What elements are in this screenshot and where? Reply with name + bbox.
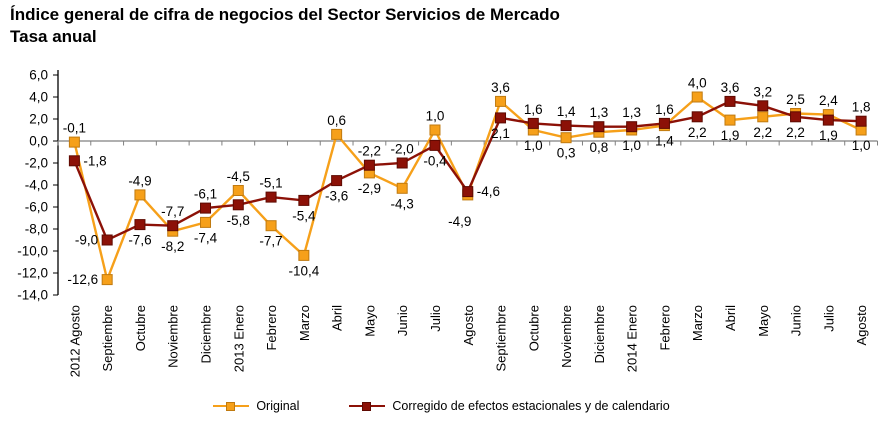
- svg-text:6,0: 6,0: [29, 68, 48, 83]
- svg-text:-12,0: -12,0: [17, 266, 48, 281]
- svg-text:1,3: 1,3: [589, 105, 608, 120]
- svg-text:-4,0: -4,0: [25, 178, 48, 193]
- svg-text:-5,8: -5,8: [227, 213, 250, 228]
- svg-text:Julio: Julio: [428, 305, 443, 332]
- svg-text:Agosto: Agosto: [461, 305, 476, 345]
- svg-text:-6,1: -6,1: [194, 187, 217, 202]
- svg-text:3,6: 3,6: [721, 80, 740, 95]
- svg-text:1,9: 1,9: [819, 128, 838, 143]
- svg-text:Julio: Julio: [821, 305, 836, 332]
- svg-text:Septiembre: Septiembre: [494, 305, 509, 371]
- svg-text:2012 Agosto: 2012 Agosto: [67, 305, 82, 377]
- chart-subtitle: Tasa anual: [10, 27, 97, 46]
- svg-text:Junio: Junio: [395, 305, 410, 336]
- svg-text:-5,4: -5,4: [292, 208, 316, 223]
- svg-text:Febrero: Febrero: [264, 305, 279, 351]
- svg-text:-14,0: -14,0: [17, 288, 48, 303]
- legend-label-original: Original: [256, 399, 300, 413]
- svg-text:0,8: 0,8: [589, 140, 608, 155]
- svg-text:-0,4: -0,4: [423, 153, 447, 168]
- svg-text:2,2: 2,2: [753, 125, 772, 140]
- svg-text:0,6: 0,6: [327, 113, 346, 128]
- svg-text:-1,8: -1,8: [83, 153, 106, 168]
- svg-text:2,4: 2,4: [819, 93, 838, 108]
- svg-text:2,1: 2,1: [491, 126, 510, 141]
- svg-text:4,0: 4,0: [29, 90, 48, 105]
- svg-text:-8,2: -8,2: [161, 239, 184, 254]
- svg-text:-2,0: -2,0: [25, 156, 48, 171]
- svg-text:4,0: 4,0: [688, 76, 707, 91]
- corregido-series-marker-icon: [349, 401, 386, 411]
- svg-text:-5,1: -5,1: [259, 176, 282, 191]
- svg-text:-3,6: -3,6: [325, 189, 348, 204]
- svg-text:0,0: 0,0: [29, 134, 48, 149]
- svg-text:-4,6: -4,6: [477, 184, 500, 199]
- svg-text:Diciembre: Diciembre: [592, 305, 607, 364]
- svg-text:1,0: 1,0: [426, 109, 445, 124]
- svg-text:Marzo: Marzo: [690, 305, 705, 341]
- svg-text:1,9: 1,9: [721, 128, 740, 143]
- svg-text:-0,1: -0,1: [63, 121, 86, 136]
- svg-text:Octubre: Octubre: [133, 305, 148, 351]
- svg-text:-4,9: -4,9: [128, 173, 151, 188]
- original-series-marker-icon: [213, 401, 250, 411]
- svg-text:-12,6: -12,6: [67, 272, 98, 287]
- svg-text:1,0: 1,0: [524, 138, 543, 153]
- svg-text:2,0: 2,0: [29, 112, 48, 127]
- svg-text:2,2: 2,2: [688, 125, 707, 140]
- svg-text:1,8: 1,8: [852, 100, 871, 115]
- svg-text:3,6: 3,6: [491, 80, 510, 95]
- svg-text:-8,0: -8,0: [25, 222, 48, 237]
- svg-text:Diciembre: Diciembre: [199, 305, 214, 364]
- svg-text:-2,0: -2,0: [391, 142, 414, 157]
- svg-text:1,6: 1,6: [655, 102, 674, 117]
- svg-text:Abril: Abril: [723, 305, 738, 331]
- svg-text:-10,4: -10,4: [288, 263, 319, 278]
- svg-text:2013 Enero: 2013 Enero: [231, 305, 246, 372]
- svg-text:Noviembre: Noviembre: [166, 305, 181, 368]
- svg-text:-7,7: -7,7: [259, 234, 282, 249]
- svg-text:Mayo: Mayo: [362, 305, 377, 337]
- svg-text:Septiembre: Septiembre: [100, 305, 115, 371]
- svg-text:1,4: 1,4: [557, 104, 576, 119]
- svg-text:-9,0: -9,0: [75, 233, 98, 248]
- svg-text:Mayo: Mayo: [756, 305, 771, 337]
- svg-text:2014 Enero: 2014 Enero: [625, 305, 640, 372]
- svg-text:Marzo: Marzo: [297, 305, 312, 341]
- svg-text:2,5: 2,5: [786, 92, 805, 107]
- svg-text:-4,5: -4,5: [227, 169, 250, 184]
- chart-title: Índice general de cifra de negocios del …: [10, 5, 560, 24]
- legend-label-corregido: Corregido de efectos estacionales y de c…: [392, 399, 670, 413]
- chart-legend: Original Corregido de efectos estacional…: [0, 399, 883, 413]
- svg-text:1,0: 1,0: [852, 138, 871, 153]
- svg-text:-2,2: -2,2: [358, 144, 381, 159]
- svg-text:2,2: 2,2: [786, 125, 805, 140]
- svg-text:-7,7: -7,7: [161, 204, 184, 219]
- svg-text:1,0: 1,0: [622, 138, 641, 153]
- svg-text:-4,9: -4,9: [448, 214, 471, 229]
- svg-text:Agosto: Agosto: [854, 305, 869, 345]
- svg-text:-7,4: -7,4: [194, 230, 218, 245]
- svg-text:-2,9: -2,9: [358, 181, 381, 196]
- svg-text:Abril: Abril: [330, 305, 345, 331]
- svg-text:Febrero: Febrero: [657, 305, 672, 351]
- svg-text:-6,0: -6,0: [25, 200, 48, 215]
- svg-text:-4,3: -4,3: [391, 196, 414, 211]
- svg-text:Noviembre: Noviembre: [559, 305, 574, 368]
- svg-text:1,6: 1,6: [524, 102, 543, 117]
- legend-item-original: Original: [213, 399, 299, 413]
- svg-text:-7,6: -7,6: [128, 233, 151, 248]
- legend-item-corregido: Corregido de efectos estacionales y de c…: [349, 399, 670, 413]
- svg-text:1,3: 1,3: [622, 105, 641, 120]
- svg-text:Octubre: Octubre: [526, 305, 541, 351]
- svg-text:Junio: Junio: [789, 305, 804, 336]
- svg-text:-10,0: -10,0: [17, 244, 48, 259]
- svg-text:3,2: 3,2: [753, 84, 772, 99]
- svg-text:0,3: 0,3: [557, 146, 576, 161]
- svg-text:1,4: 1,4: [655, 134, 674, 149]
